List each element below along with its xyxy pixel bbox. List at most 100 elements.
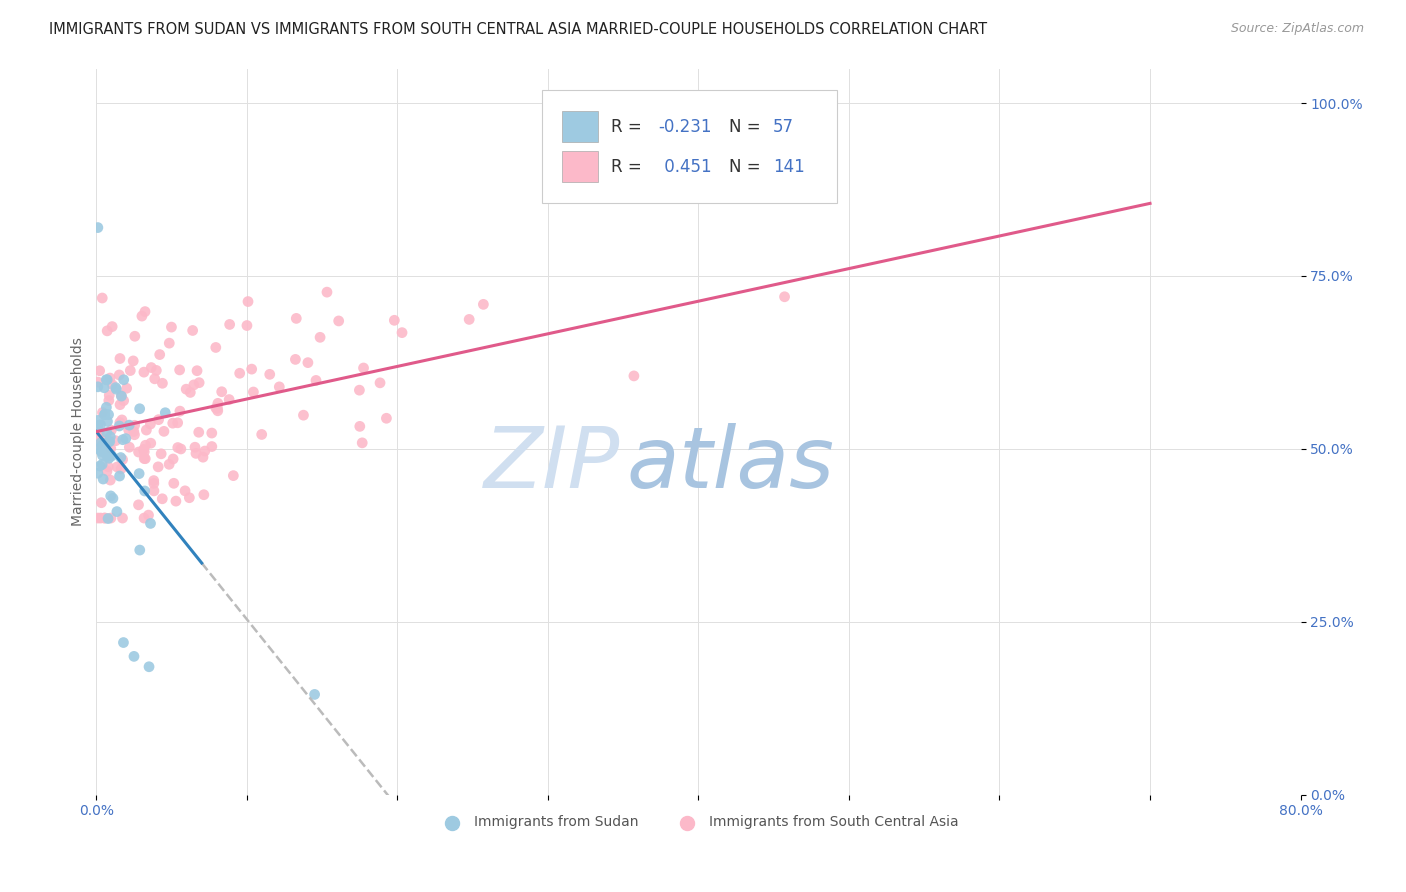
Point (316, 285, 339, 300)
Point (93, 407, 115, 421)
Point (118, 418, 141, 433)
Point (163, 476, 186, 491)
Point (101, 319, 124, 334)
Point (309, 330, 332, 344)
Point (87, 375, 110, 389)
Point (89, 426, 111, 441)
Point (391, 326, 413, 340)
Point (201, 440, 224, 454)
Point (150, 447, 173, 461)
Point (142, 476, 165, 491)
Point (134, 451, 156, 466)
Point (124, 427, 146, 442)
Point (110, 389, 132, 403)
Point (97, 446, 120, 460)
FancyBboxPatch shape (562, 152, 599, 182)
Point (188, 376, 211, 390)
Text: R =: R = (610, 158, 647, 176)
Point (110, 461, 132, 475)
Point (87, 511, 110, 525)
Point (285, 311, 308, 326)
Point (134, 483, 156, 498)
Point (143, 372, 166, 386)
Point (111, 413, 134, 427)
Point (112, 635, 135, 649)
Point (97, 434, 120, 449)
Point (110, 450, 132, 465)
Point (128, 467, 150, 481)
Point (115, 381, 138, 395)
Text: 57: 57 (773, 118, 794, 136)
Point (458, 312, 481, 326)
Point (87, 442, 110, 456)
Text: R =: R = (610, 118, 647, 136)
Point (242, 384, 264, 399)
Point (174, 483, 197, 498)
Point (87, 428, 110, 442)
Point (90, 435, 112, 450)
Point (132, 365, 155, 379)
Point (96, 425, 118, 440)
Point (297, 356, 319, 370)
Point (118, 423, 141, 437)
Point (101, 491, 124, 506)
Text: ZIP: ZIP (484, 423, 620, 506)
Point (108, 351, 131, 366)
Point (108, 469, 131, 483)
Point (162, 452, 184, 467)
Point (89, 417, 111, 432)
Point (112, 393, 135, 408)
Point (218, 318, 240, 332)
Text: N =: N = (728, 118, 765, 136)
Text: 0.451: 0.451 (658, 158, 711, 176)
Point (284, 352, 307, 367)
Point (97, 408, 120, 422)
Point (90, 511, 112, 525)
Point (174, 382, 197, 396)
Point (153, 425, 176, 439)
Point (91, 291, 114, 305)
Point (166, 416, 188, 430)
Point (305, 373, 328, 387)
Point (150, 491, 173, 506)
Point (87, 380, 110, 394)
Point (328, 314, 350, 328)
Text: atlas: atlas (626, 423, 834, 506)
Point (207, 396, 229, 410)
Point (186, 364, 208, 378)
Point (201, 425, 224, 440)
Point (143, 483, 166, 498)
Point (139, 417, 162, 431)
Point (179, 385, 201, 400)
Point (128, 498, 150, 512)
Point (97, 511, 120, 525)
Point (97, 459, 120, 474)
Point (269, 380, 291, 394)
Point (179, 491, 201, 505)
Point (222, 468, 245, 483)
Point (114, 432, 136, 446)
Point (100, 423, 122, 437)
Point (623, 368, 645, 383)
Point (139, 516, 162, 531)
Point (134, 451, 156, 466)
Point (165, 494, 187, 508)
Point (111, 511, 134, 525)
Point (122, 425, 145, 439)
Point (100, 511, 122, 525)
Point (112, 373, 135, 387)
Point (132, 511, 155, 525)
Point (240, 362, 263, 376)
Point (104, 381, 127, 395)
Point (472, 297, 495, 311)
Point (97, 393, 120, 408)
Point (353, 361, 375, 376)
Point (96, 373, 118, 387)
Text: N =: N = (728, 158, 765, 176)
Point (142, 474, 165, 488)
Point (352, 435, 374, 450)
Point (205, 401, 228, 415)
Legend: Immigrants from Sudan, Immigrants from South Central Asia: Immigrants from Sudan, Immigrants from S… (433, 810, 965, 835)
Point (250, 427, 273, 442)
Point (191, 450, 214, 465)
